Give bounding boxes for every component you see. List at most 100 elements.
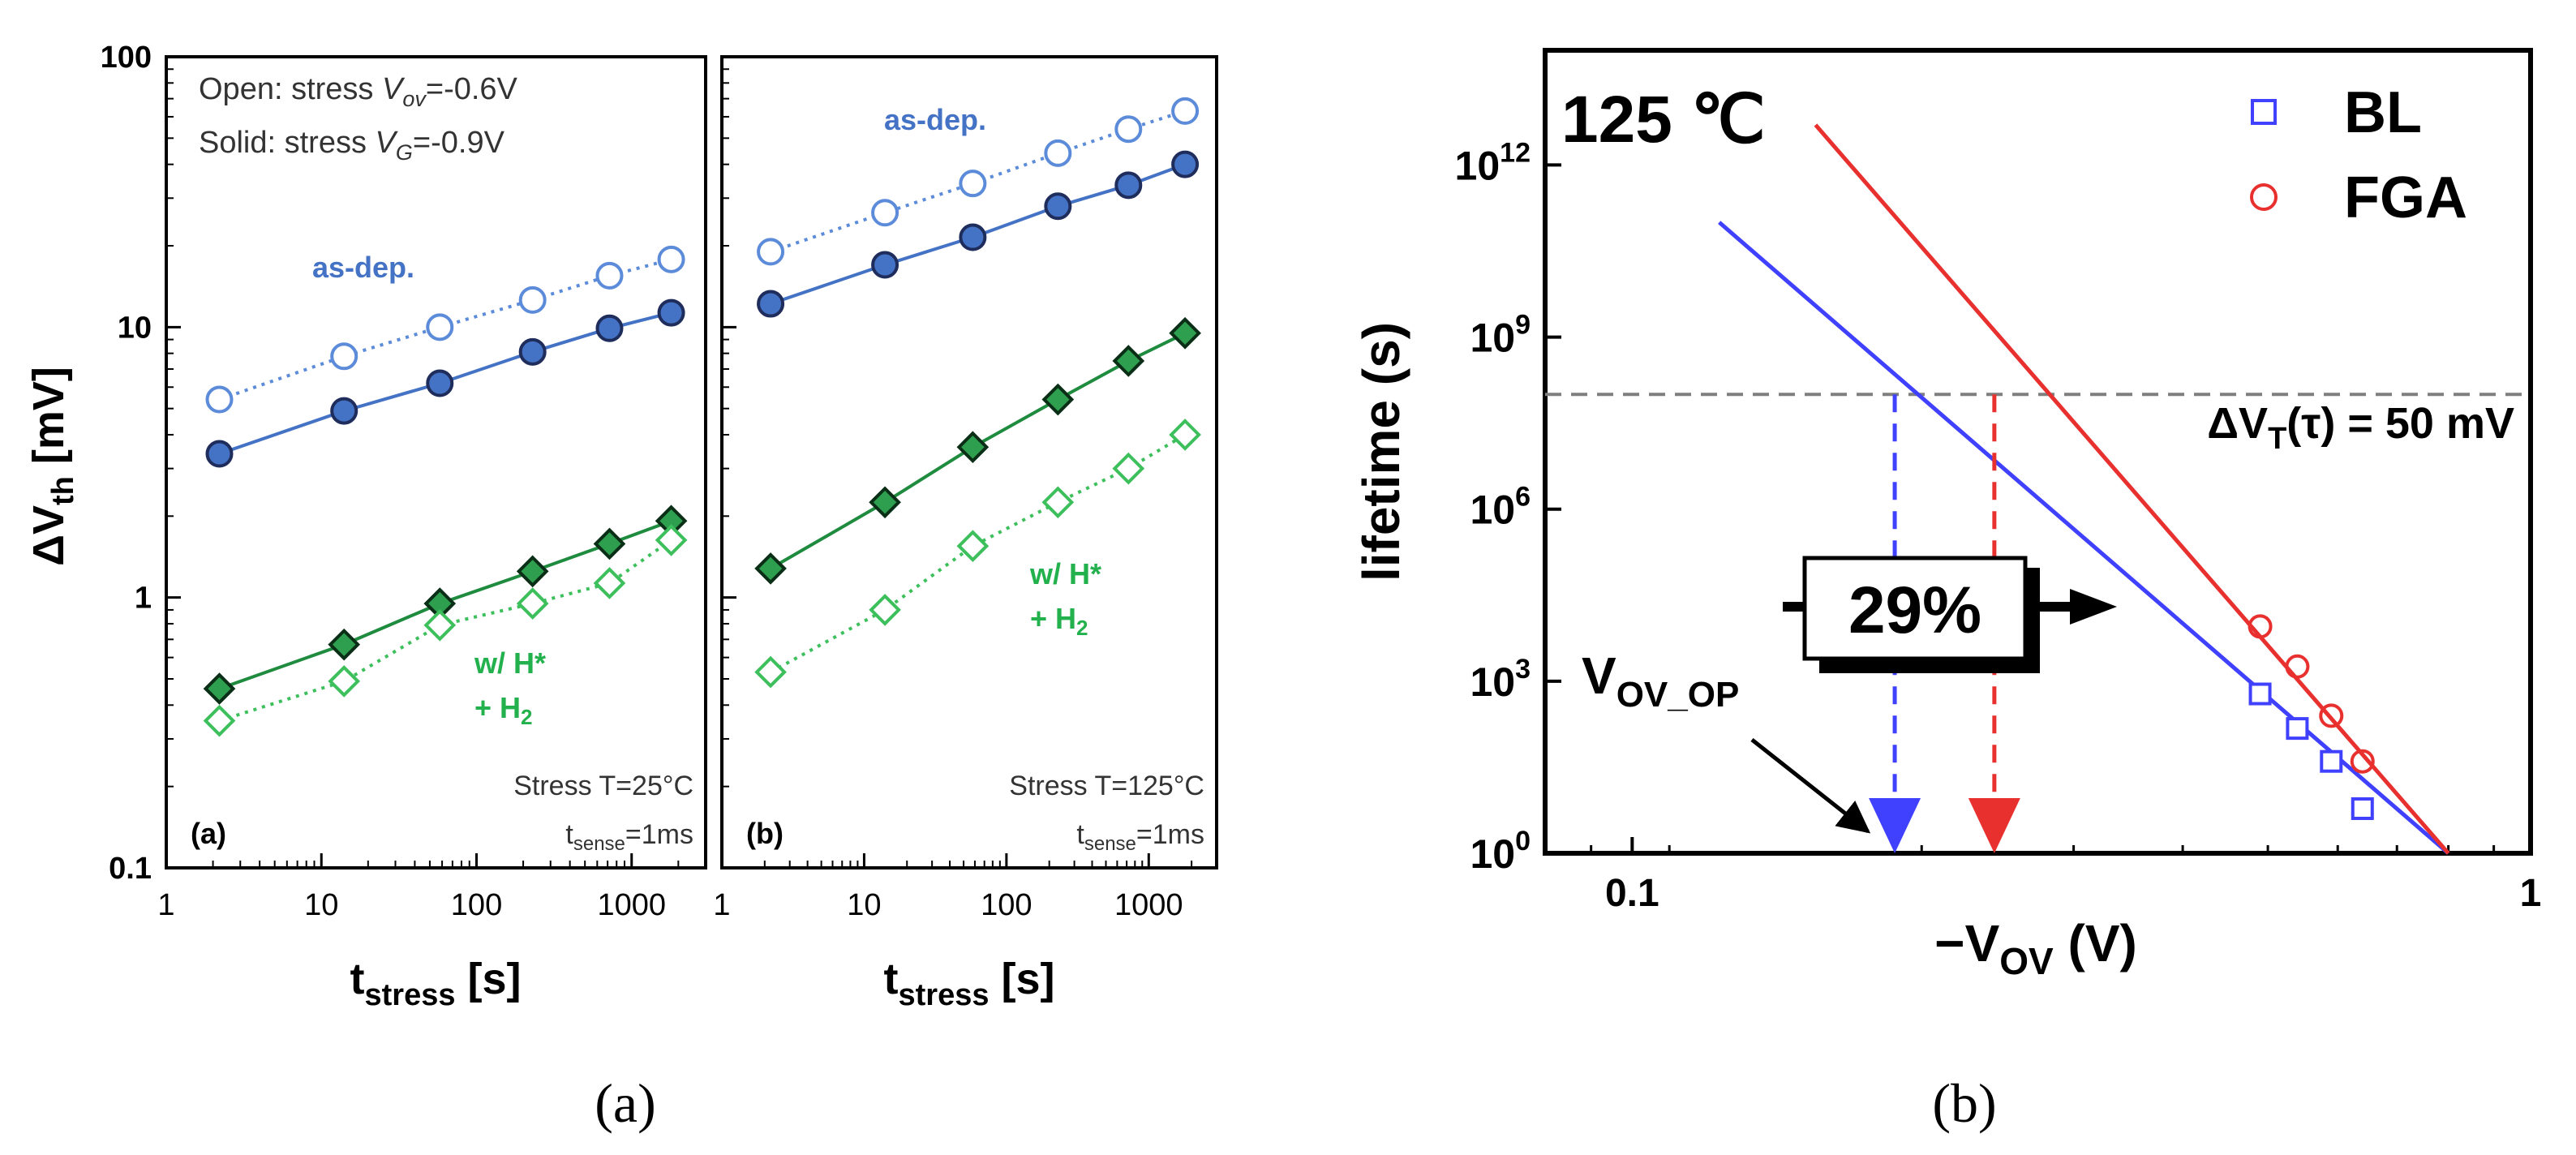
panel-a-point <box>657 298 685 327</box>
panel-a-point <box>330 397 358 425</box>
panel-a-cond-temp: Stress T=25°C <box>513 771 693 801</box>
panel-b-point <box>1169 316 1201 350</box>
panel-a-point <box>657 245 685 273</box>
panel-b-point <box>1041 486 1075 519</box>
panel-a-frame <box>165 55 707 869</box>
panel-b-point <box>869 594 901 626</box>
fga-fit-line <box>1814 123 2450 855</box>
fga-point <box>2319 703 2344 728</box>
panel-b-tag: (b) <box>746 817 784 850</box>
panel-b-point <box>757 238 785 266</box>
panel-a-point <box>328 628 361 661</box>
fga-drop-arrowhead <box>1968 798 2020 853</box>
panel-a-point <box>426 369 454 397</box>
panel-c-xtick-label: 1 <box>2520 872 2542 915</box>
panel-b-markers <box>754 97 1201 689</box>
panel-a-point <box>516 587 549 620</box>
panel-c-xtick-label: 0.1 <box>1605 872 1659 915</box>
panel-a-ytick-label: 0.1 <box>109 852 152 886</box>
panel-a-point <box>518 286 547 314</box>
caption-b: (b) <box>1932 1072 1996 1134</box>
panel-b-point <box>959 223 987 251</box>
panel-b-xtick-label: 1000 <box>1114 888 1183 922</box>
panel-b-point <box>956 530 990 563</box>
panel-b-point <box>1114 171 1143 200</box>
panel-a-ytick-label: 100 <box>101 41 152 75</box>
panel-a-point <box>205 385 234 414</box>
panel-a-point <box>203 704 236 737</box>
panel-c-axes: 0.1 1 100 103 106 109 1012 <box>1455 137 2542 915</box>
panel-a-y-label: ΔVth [mV] <box>24 367 80 566</box>
panel-b-h2-label-2: + H2 <box>1030 602 1088 640</box>
panel-a-point <box>203 672 236 705</box>
panel-a-point <box>518 337 547 366</box>
panel-b-point <box>1171 97 1200 125</box>
panel-b-series-line <box>770 433 1187 674</box>
panel-a-point <box>330 342 358 371</box>
panel-b-point <box>1114 115 1143 144</box>
panel-a-ytick-label: 1 <box>135 582 152 616</box>
panel-a-point <box>516 555 549 588</box>
legend-bl-marker <box>2251 99 2277 125</box>
panel-b-point <box>754 655 787 689</box>
panel-c-chart: 0.1 1 100 103 106 109 1012 lifetime (s) −VOV (… <box>1352 48 2542 982</box>
panel-a-point <box>426 313 454 341</box>
panel-a-asdep-label: as-dep. <box>312 251 414 284</box>
vop-pointer-arrow <box>1750 738 1871 834</box>
fga-point <box>2248 614 2273 639</box>
panel-c-threshold-label: ΔVT(τ) = 50 mV <box>2207 399 2514 456</box>
panel-a-x-label: tstress [s] <box>350 955 522 1012</box>
panel-c-ytick-label: 109 <box>1470 310 1531 361</box>
panel-a-point <box>328 665 361 698</box>
panel-b-frame <box>720 55 1218 869</box>
panel-a-point <box>205 440 234 468</box>
improvement-box <box>1802 556 2028 661</box>
panel-c-ytick-label: 1012 <box>1455 137 1531 188</box>
panel-b-asdep-label: as-dep. <box>884 103 986 136</box>
panel-a-xtick-label: 10 <box>304 888 338 922</box>
panel-b-point <box>1044 192 1072 221</box>
improvement-label: 29% <box>1848 573 1981 647</box>
panel-a-point <box>423 608 457 642</box>
panel-a-point <box>595 261 624 290</box>
caption-a: (a) <box>595 1072 655 1134</box>
panel-c-fit-lines <box>1545 123 2531 855</box>
panel-b-xtick-label: 10 <box>847 888 881 922</box>
panel-b-h2-label-1: w/ H* <box>1029 557 1101 590</box>
panel-b-series-line <box>770 109 1186 254</box>
panel-b-point <box>871 199 899 227</box>
panel-a-xtick-label: 1 <box>157 888 174 922</box>
vop-label: VOV_OP <box>1582 646 1739 715</box>
bl-point <box>2351 796 2374 820</box>
fga-point <box>2285 654 2310 679</box>
bl-point <box>2248 682 2272 706</box>
bl-point <box>2320 749 2343 773</box>
panel-c-temperature: 125 ℃ <box>1561 83 1766 157</box>
panel-a-h2-label-1: w/ H* <box>474 646 546 680</box>
panel-b-chart: 1 10 100 1000 tstress [s] as-dep. w/ H* + H… <box>713 55 1218 1012</box>
panel-b-point <box>869 486 901 519</box>
panel-b-cond-sense: tsense=1ms <box>1076 819 1204 855</box>
panel-a-point <box>595 314 624 342</box>
improvement-arrowhead <box>2070 589 2117 625</box>
panel-a-point <box>593 527 626 560</box>
legend-bl-label: BL <box>2344 80 2422 145</box>
legend-fga-marker <box>2250 183 2278 211</box>
panel-b-point <box>1044 139 1072 167</box>
panel-a-cond-sense: tsense=1ms <box>565 819 693 855</box>
panel-c-frame <box>1543 48 2533 856</box>
panel-b-point <box>871 251 899 279</box>
panel-c-legend: BL FGA <box>2250 80 2467 230</box>
panel-b-point <box>1041 383 1075 416</box>
panel-b-point <box>1171 150 1200 178</box>
panel-b-point <box>1112 452 1145 485</box>
panel-a-legend-solid: Solid: stress VG=-0.9V <box>199 126 505 165</box>
panel-a-point <box>593 567 626 599</box>
panel-c-x-label: −VOV (V) <box>1934 914 2137 982</box>
bl-point <box>2286 717 2309 741</box>
fga-point <box>2350 749 2375 774</box>
panel-c-y-label: lifetime (s) <box>1352 322 1410 582</box>
panel-c-markers <box>2248 614 2375 820</box>
